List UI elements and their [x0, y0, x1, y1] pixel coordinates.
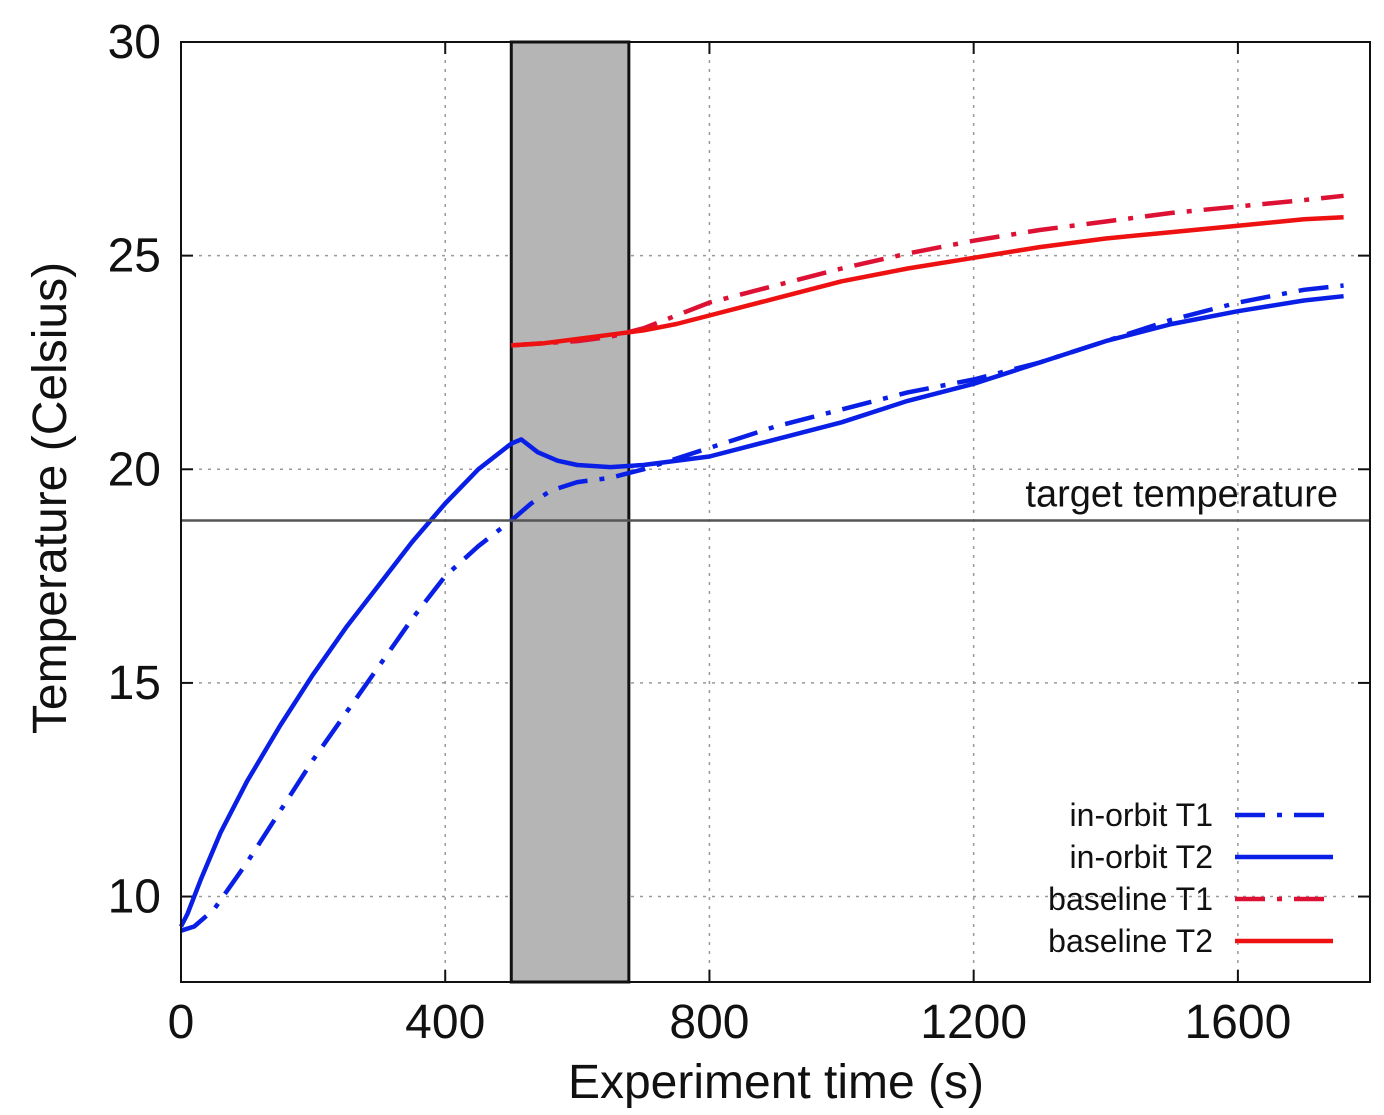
target-temperature-label: target temperature — [1025, 474, 1338, 516]
legend-label: in-orbit T2 — [1070, 839, 1213, 875]
y-axis-title: Temperature (Celsius) — [24, 262, 77, 734]
legend-label: in-orbit T1 — [1070, 797, 1213, 833]
y-tick-label: 30 — [108, 16, 161, 69]
y-tick-label: 20 — [108, 443, 161, 496]
y-tick-label: 15 — [108, 657, 161, 710]
series-line-baseline-t2 — [511, 214, 1344, 348]
x-tick-label: 1200 — [920, 996, 1027, 1049]
shaded-region — [509, 40, 631, 984]
legend-label: baseline T1 — [1048, 881, 1213, 917]
legend-label: baseline T2 — [1048, 923, 1213, 959]
x-tick-labels: 0 400 800 1200 1600 — [168, 996, 1292, 1049]
y-tick-label: 10 — [108, 871, 161, 924]
x-tick-label: 400 — [405, 996, 485, 1049]
y-tick-labels: 10 15 20 25 30 — [108, 16, 161, 924]
series-line-in-orbit-t1 — [180, 283, 1344, 933]
x-tick-label: 0 — [168, 996, 195, 1049]
x-tick-label: 1600 — [1184, 996, 1291, 1049]
x-axis-title: Experiment time (s) — [568, 1056, 984, 1109]
y-tick-label: 25 — [108, 230, 161, 283]
legend: in-orbit T1 in-orbit T2 baseline T1 baselin… — [1048, 797, 1333, 959]
x-tick-label: 800 — [669, 996, 749, 1049]
series-line-in-orbit-t2 — [178, 293, 1344, 928]
series-group — [178, 193, 1344, 933]
series-line-baseline-t1 — [511, 193, 1344, 348]
plot-frame — [180, 41, 1371, 983]
